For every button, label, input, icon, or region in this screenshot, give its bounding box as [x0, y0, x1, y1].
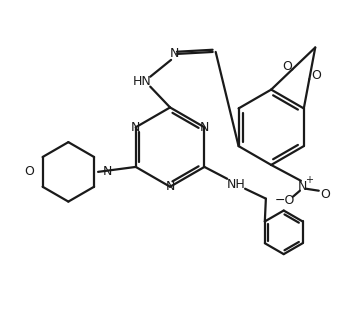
Text: N: N	[131, 121, 140, 134]
Text: O: O	[283, 60, 292, 73]
Text: −O: −O	[275, 194, 295, 207]
Text: N: N	[298, 180, 308, 193]
Text: N: N	[200, 121, 209, 134]
Text: N: N	[103, 165, 112, 178]
Text: +: +	[305, 175, 313, 185]
Text: O: O	[24, 165, 34, 178]
Text: O: O	[311, 69, 321, 82]
Text: N: N	[165, 180, 175, 193]
Text: NH: NH	[227, 178, 246, 191]
Text: HN: HN	[133, 75, 152, 88]
Text: N: N	[169, 48, 179, 60]
Text: O: O	[320, 188, 330, 201]
